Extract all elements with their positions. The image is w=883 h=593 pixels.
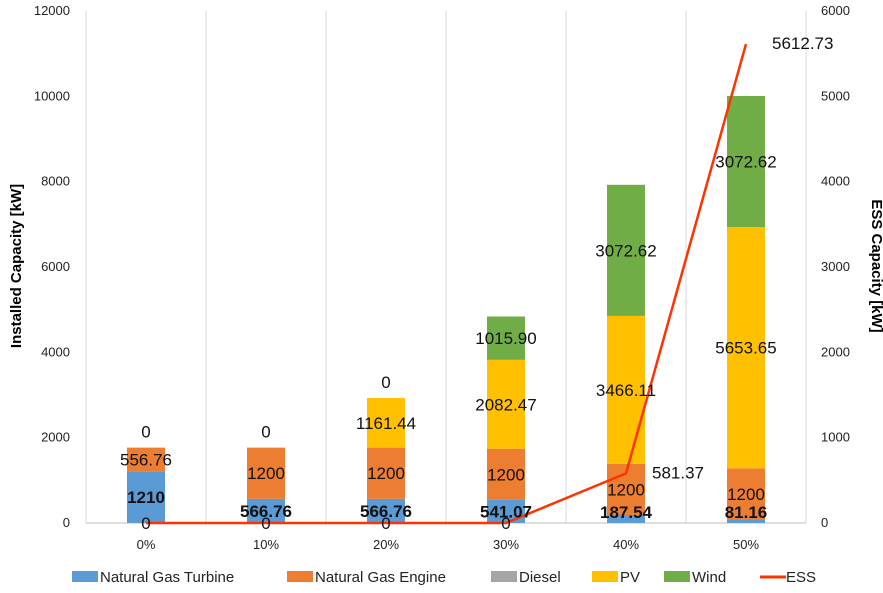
ess-label: 581.37 (652, 463, 704, 482)
y-tick-label: 12000 (34, 3, 70, 18)
y2-tick-label: 4000 (821, 174, 850, 189)
legend-swatch (664, 571, 690, 582)
bar-segment (727, 468, 765, 520)
y2-tick-label: 6000 (821, 3, 850, 18)
legend-item: Natural Gas Turbine (72, 569, 234, 586)
bar-segment (607, 184, 645, 316)
bar-segment (247, 498, 285, 523)
legend-item: Natural Gas Engine (287, 569, 446, 586)
bar-segment (727, 96, 765, 228)
segment-label: 1200 (607, 480, 645, 499)
ess-label: 5612.73 (772, 34, 833, 53)
segment-label: 3072.62 (595, 241, 656, 260)
y-tick-label: 0 (63, 515, 70, 530)
segment-label: 1161.44 (356, 414, 416, 433)
legend-label: PV (620, 569, 640, 586)
segment-label: 0 (261, 423, 270, 442)
legend-swatch (491, 571, 517, 582)
bar-segment (607, 514, 645, 523)
y-axis-title: Installed Capacity [kW] (8, 184, 25, 348)
segment-label: 1210 (127, 488, 165, 507)
segment-label: 3072.62 (715, 153, 776, 172)
bar-segment (487, 499, 525, 523)
x-tick-label: 50% (733, 537, 759, 552)
segment-label: 2082.47 (475, 395, 536, 414)
y-tick-label: 2000 (41, 430, 70, 445)
x-tick-label: 20% (373, 537, 399, 552)
y2-tick-label: 3000 (821, 259, 850, 274)
segment-label: 1200 (727, 485, 765, 504)
bar-segment (487, 316, 525, 360)
segment-label: 1200 (487, 465, 525, 484)
segment-label: 5653.65 (715, 339, 776, 358)
gridlines (85, 11, 807, 523)
ess-label: 0 (381, 514, 390, 533)
bar-segment (607, 315, 645, 464)
y-tick-label: 10000 (34, 88, 70, 103)
y-tick-label: 4000 (41, 344, 70, 359)
bar-segment (247, 447, 285, 499)
segment-label: 0 (381, 373, 390, 392)
bar-segment (367, 398, 405, 448)
segment-label: 1200 (367, 464, 405, 483)
bars (127, 96, 765, 523)
segment-label: 187.54 (600, 503, 653, 522)
data-labels: 1210 566.76 566.76 541.07 187.54 81.16 556.76 1… (120, 34, 833, 533)
legend-item: Diesel (491, 569, 561, 586)
segment-label: 1015.90 (475, 329, 536, 348)
segment-label: 556.76 (120, 450, 172, 469)
y2-tick-label: 0 (821, 515, 828, 530)
segment-label: 0 (141, 423, 150, 442)
segment-label: 3466.11 (596, 381, 656, 400)
bar-segment (487, 448, 525, 500)
legend-item: ESS (760, 569, 816, 586)
x-tick-label: 40% (613, 537, 639, 552)
ess-line-path (146, 43, 748, 525)
segment-label: 1200 (247, 464, 285, 483)
legend-label: ESS (786, 569, 816, 586)
bar-segment (127, 447, 165, 472)
legend-label: Natural Gas Engine (315, 569, 446, 586)
ess-label: 0 (141, 514, 150, 533)
legend-item: Wind (664, 569, 726, 586)
legend: Natural Gas Turbine Natural Gas Engine Die… (72, 569, 816, 586)
ess-label: 0 (261, 514, 270, 533)
legend-swatch (592, 571, 618, 582)
bar-segment (367, 447, 405, 499)
legend-item: PV (592, 569, 640, 586)
x-tick-label: 0% (137, 537, 156, 552)
legend-label: Natural Gas Turbine (100, 569, 234, 586)
y2-tick-label: 2000 (821, 344, 850, 359)
bar-segment (727, 519, 765, 523)
x-tick-label: 30% (493, 537, 519, 552)
bar-segment (727, 227, 765, 469)
segment-label: 81.16 (725, 503, 768, 522)
axes: 0200040006000800010000120000100020003000… (34, 3, 850, 552)
y2-axis-title: ESS Capacity [kW] (868, 199, 883, 332)
legend-label: Wind (692, 569, 726, 586)
segment-label: 541.07 (480, 502, 532, 521)
x-tick-label: 10% (253, 537, 279, 552)
y-tick-label: 6000 (41, 259, 70, 274)
bar-segment (367, 498, 405, 523)
ess-label: 0 (501, 514, 510, 533)
y-tick-label: 8000 (41, 174, 70, 189)
legend-swatch (72, 571, 98, 582)
segment-label: 566.76 (360, 502, 412, 521)
ess-line (146, 43, 748, 525)
bar-segment (127, 471, 165, 523)
legend-swatch (287, 571, 313, 582)
y2-tick-label: 1000 (821, 430, 850, 445)
segment-label: 566.76 (240, 502, 292, 521)
y2-tick-label: 5000 (821, 88, 850, 103)
bar-segment (487, 359, 525, 449)
legend-label: Diesel (519, 569, 561, 586)
